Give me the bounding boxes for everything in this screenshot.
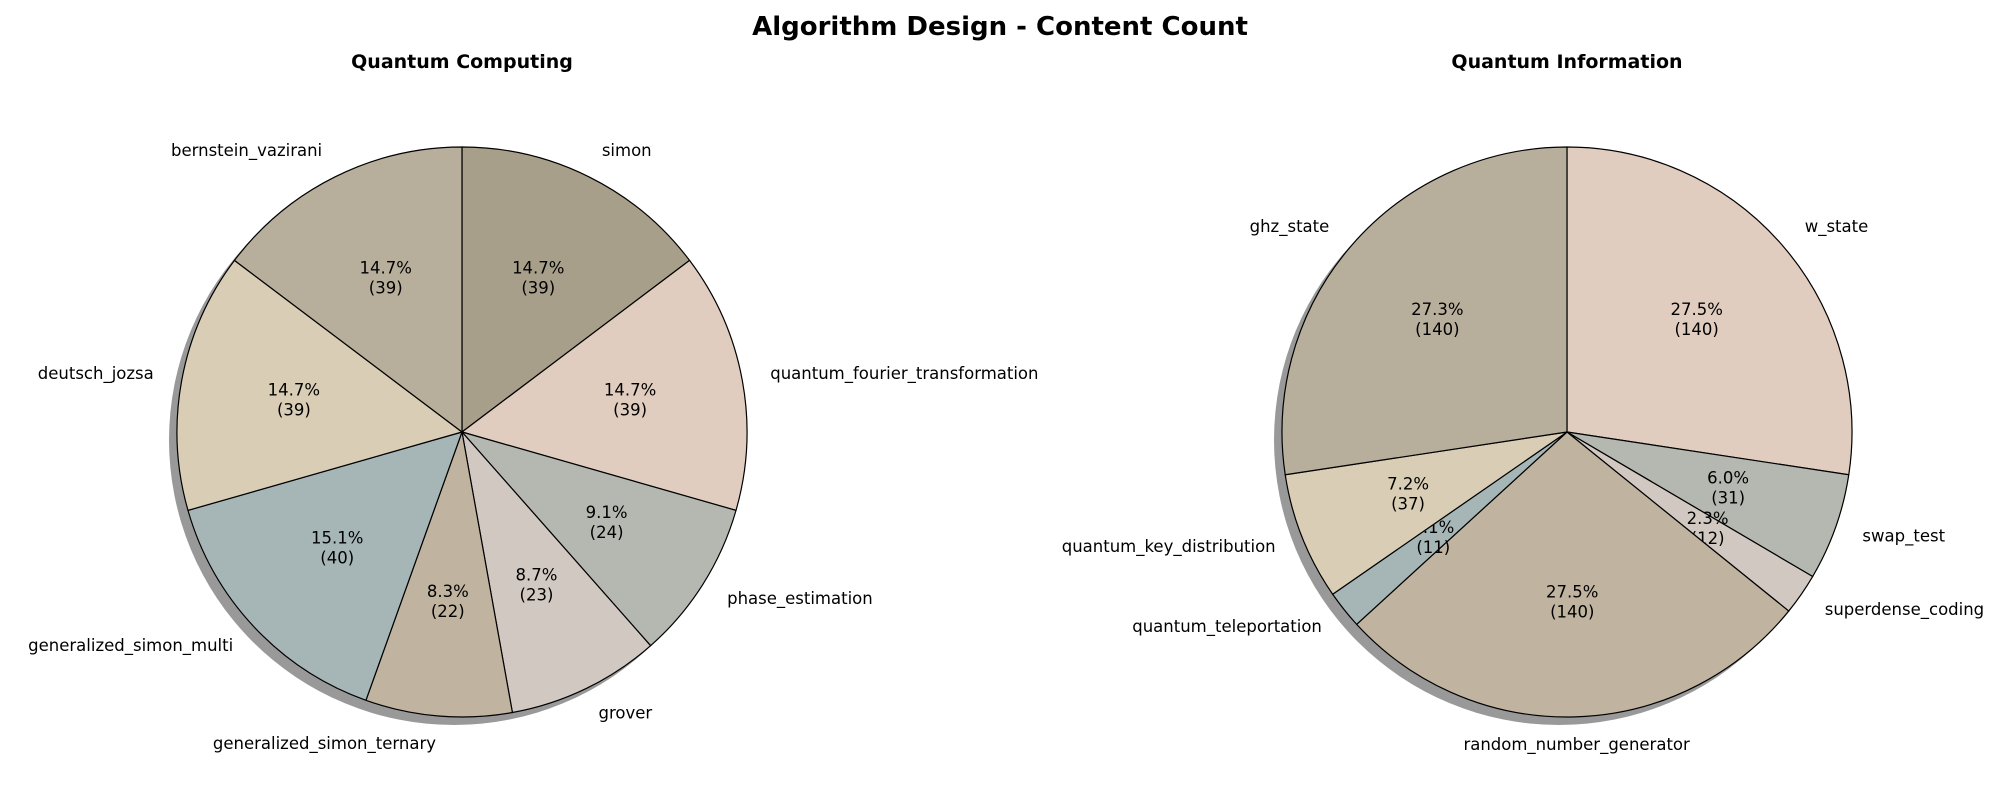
pie-chart-quantum-computing: Quantum Computingsimon14.7%(39)quantum_f… (28, 51, 1038, 754)
slice-percent-deutsch-jozsa: 14.7% (268, 380, 320, 399)
pie-slice-random-number-generator (1356, 431, 1790, 718)
slice-percent-random-number-generator: 27.5% (1546, 582, 1598, 601)
slice-count-random-number-generator: (140) (1550, 602, 1594, 621)
slice-label-quantum-teleportation: quantum_teleportation (1132, 617, 1322, 637)
slice-count-deutsch-jozsa: (39) (277, 400, 311, 419)
slice-percent-quantum-key-distribution: 7.2% (1387, 475, 1429, 494)
slice-percent-generalized-simon-multi: 15.1% (311, 528, 363, 547)
slice-count-bernstein-vazirani: (39) (369, 278, 403, 297)
pie-title: Quantum Information (1451, 51, 1682, 73)
pie-slice-generalized-simon-ternary (365, 431, 514, 718)
slice-count-generalized-simon-ternary: (22) (431, 602, 465, 621)
slice-label-generalized-simon-ternary: generalized_simon_ternary (213, 734, 436, 754)
slice-label-swap-test: swap_test (1862, 526, 1945, 546)
slice-label-bernstein-vazirani: bernstein_vazirani (171, 141, 322, 161)
slice-count-phase-estimation: (24) (590, 523, 624, 542)
pie-slice-w-state (1566, 146, 1853, 476)
slice-percent-phase-estimation: 9.1% (586, 503, 628, 522)
slice-percent-bernstein-vazirani: 14.7% (360, 258, 412, 277)
slice-label-phase-estimation: phase_estimation (727, 589, 873, 609)
slice-label-superdense-coding: superdense_coding (1825, 600, 1984, 620)
pie-slice-phase-estimation (461, 431, 737, 647)
slice-count-ghz-state: (140) (1415, 320, 1459, 339)
pie-slice-quantum-key-distribution (1284, 431, 1568, 595)
pie-slice-quantum-fourier-transformation (461, 259, 748, 511)
slice-label-ghz-state: ghz_state (1250, 217, 1330, 237)
slice-percent-swap-test: 6.0% (1707, 469, 1749, 488)
pie-charts: Quantum Computingsimon14.7%(39)quantum_f… (28, 51, 1984, 755)
slice-label-random-number-generator: random_number_generator (1463, 735, 1690, 755)
slice-percent-w-state: 27.5% (1670, 300, 1722, 319)
figure-title: Algorithm Design - Content Count (752, 12, 1248, 42)
slice-count-swap-test: (31) (1711, 489, 1745, 508)
pie-title: Quantum Computing (351, 51, 573, 73)
pie-slice-ghz-state (1281, 146, 1568, 476)
pie-chart-quantum-information: Quantum Informationw_state27.5%(140)swap… (1062, 51, 1984, 755)
slice-label-deutsch-jozsa: deutsch_jozsa (38, 364, 154, 384)
slice-percent-ghz-state: 27.3% (1411, 300, 1463, 319)
slice-percent-simon: 14.7% (512, 258, 564, 277)
slice-count-simon: (39) (521, 278, 555, 297)
slice-label-quantum-key-distribution: quantum_key_distribution (1062, 537, 1276, 557)
pie-slice-simon (461, 146, 691, 433)
slice-percent-quantum-fourier-transformation: 14.7% (604, 380, 656, 399)
pie-slice-generalized-simon-multi (187, 431, 463, 701)
pie-slice-grover (461, 431, 652, 714)
slice-label-simon: simon (602, 141, 652, 160)
pie-slice-deutsch-jozsa (176, 259, 463, 511)
slice-count-quantum-key-distribution: (37) (1391, 495, 1425, 514)
slice-percent-grover: 8.7% (515, 565, 557, 584)
slice-percent-generalized-simon-ternary: 8.3% (427, 582, 469, 601)
slice-label-grover: grover (599, 704, 653, 723)
slice-count-quantum-fourier-transformation: (39) (613, 400, 647, 419)
pie-slice-bernstein-vazirani (233, 146, 463, 433)
slice-count-quantum-teleportation: (11) (1416, 538, 1450, 557)
slice-percent-superdense-coding: 2.3% (1687, 509, 1729, 528)
slice-count-w-state: (140) (1674, 320, 1718, 339)
slice-count-generalized-simon-multi: (40) (320, 548, 354, 567)
slice-count-grover: (23) (520, 585, 554, 604)
slice-label-quantum-fourier-transformation: quantum_fourier_transformation (770, 364, 1038, 384)
slice-label-w-state: w_state (1805, 217, 1869, 237)
slice-label-generalized-simon-multi: generalized_simon_multi (28, 636, 233, 656)
